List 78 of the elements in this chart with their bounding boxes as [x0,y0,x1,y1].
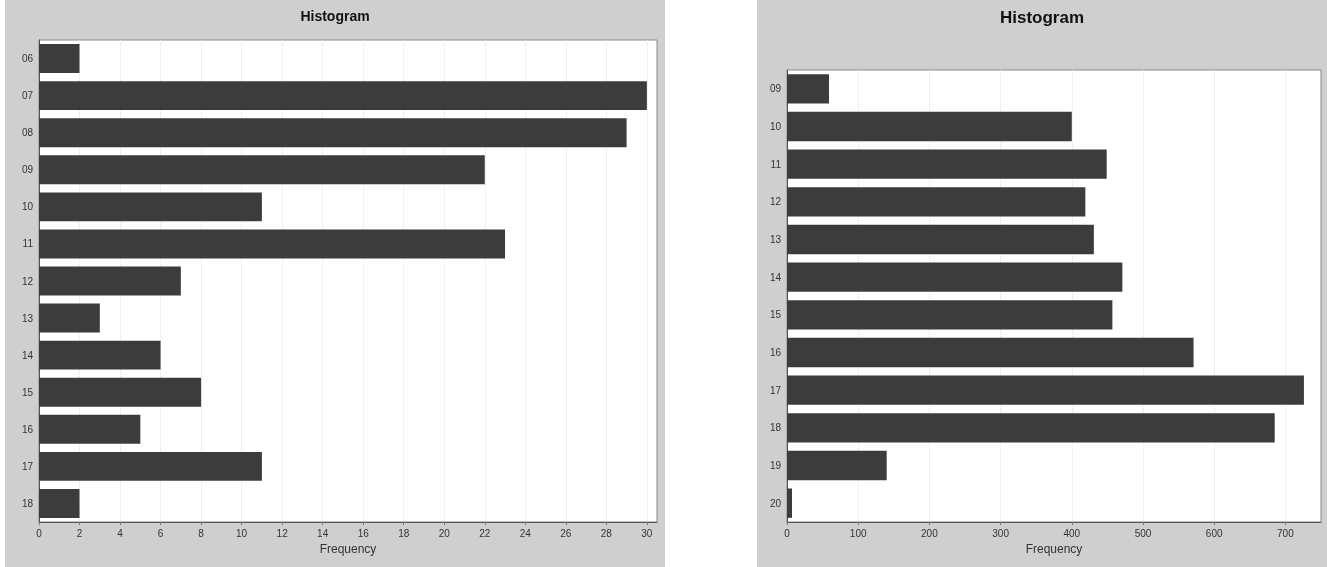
x-tick-label: 6 [157,527,164,539]
y-tick-label: 18 [769,422,782,434]
y-tick-label: 06 [21,53,34,65]
y-tick-label: 10 [769,121,782,132]
y-tick-label: 15 [21,386,34,398]
x-tick-label: 30 [641,527,653,539]
x-tick-label: 700 [1277,527,1295,539]
bar [39,266,181,296]
bar [39,155,485,185]
x-tick-label: 28 [600,527,613,539]
y-tick-label: 16 [769,347,782,358]
x-tick-label: 16 [357,527,370,539]
x-tick-label: 300 [992,527,1010,539]
x-tick-label: 10 [236,527,248,539]
y-tick-label: 14 [21,349,34,361]
y-tick-label: 18 [21,497,34,509]
y-tick-label: 20 [769,497,782,509]
y-tick-label: 17 [21,460,34,472]
bar [39,303,100,333]
y-tick-label: 13 [769,234,782,245]
x-tick-label: 500 [1134,527,1152,539]
y-tick-label: 19 [769,460,782,471]
y-tick-label: 07 [21,90,34,102]
y-tick-label: 12 [21,275,34,287]
x-axis-title: Frequency [319,541,377,556]
x-tick-label: 600 [1205,527,1223,539]
x-tick-label: 18 [398,527,410,539]
x-tick-label: 26 [560,527,572,539]
x-tick-label: 20 [438,527,451,539]
x-tick-label: 200 [921,527,939,539]
x-tick-label: 100 [849,527,867,539]
bar [787,224,1094,255]
y-tick-label: 14 [769,271,782,283]
y-tick-label: 08 [21,127,34,139]
bar [39,489,80,518]
bar [39,44,80,73]
x-tick-label: 8 [198,527,205,539]
bar [39,118,627,148]
bar [787,488,792,518]
y-tick-label: 09 [21,164,34,176]
y-tick-label: 13 [21,312,34,324]
bar [787,111,1072,142]
y-tick-label: 12 [769,196,782,208]
bar [787,300,1113,330]
y-tick-label: 15 [769,309,782,321]
bar [787,450,887,481]
x-tick-label: 4 [117,527,124,539]
bar [787,337,1194,368]
x-tick-label: 14 [317,527,329,539]
bar [39,377,202,407]
bar [787,413,1275,443]
x-tick-label: 0 [36,527,43,539]
bar [39,192,262,222]
y-tick-label: 11 [770,158,782,170]
bar [787,187,1086,217]
chart-title: Histogram [300,8,370,24]
bar [39,414,141,444]
x-tick-label: 22 [479,527,491,539]
x-tick-label: 2 [76,527,83,539]
y-tick-label: 09 [769,83,782,95]
x-axis-title: Frequency [1025,541,1083,556]
bar [787,375,1304,405]
x-tick-label: 12 [276,527,289,539]
y-tick-label: 17 [769,384,782,396]
bar [787,262,1123,292]
bar [39,340,161,370]
x-tick-label: 24 [519,527,532,539]
bar [39,81,647,111]
y-tick-label: 11 [22,238,34,250]
x-tick-label: 0 [784,527,791,539]
bar [787,74,830,104]
chart-title: Histogram [999,8,1085,27]
y-tick-label: 16 [21,423,34,435]
bar [39,229,506,259]
y-tick-label: 10 [21,201,34,213]
bar [39,451,262,481]
x-tick-label: 400 [1063,527,1081,539]
bar [787,149,1107,179]
